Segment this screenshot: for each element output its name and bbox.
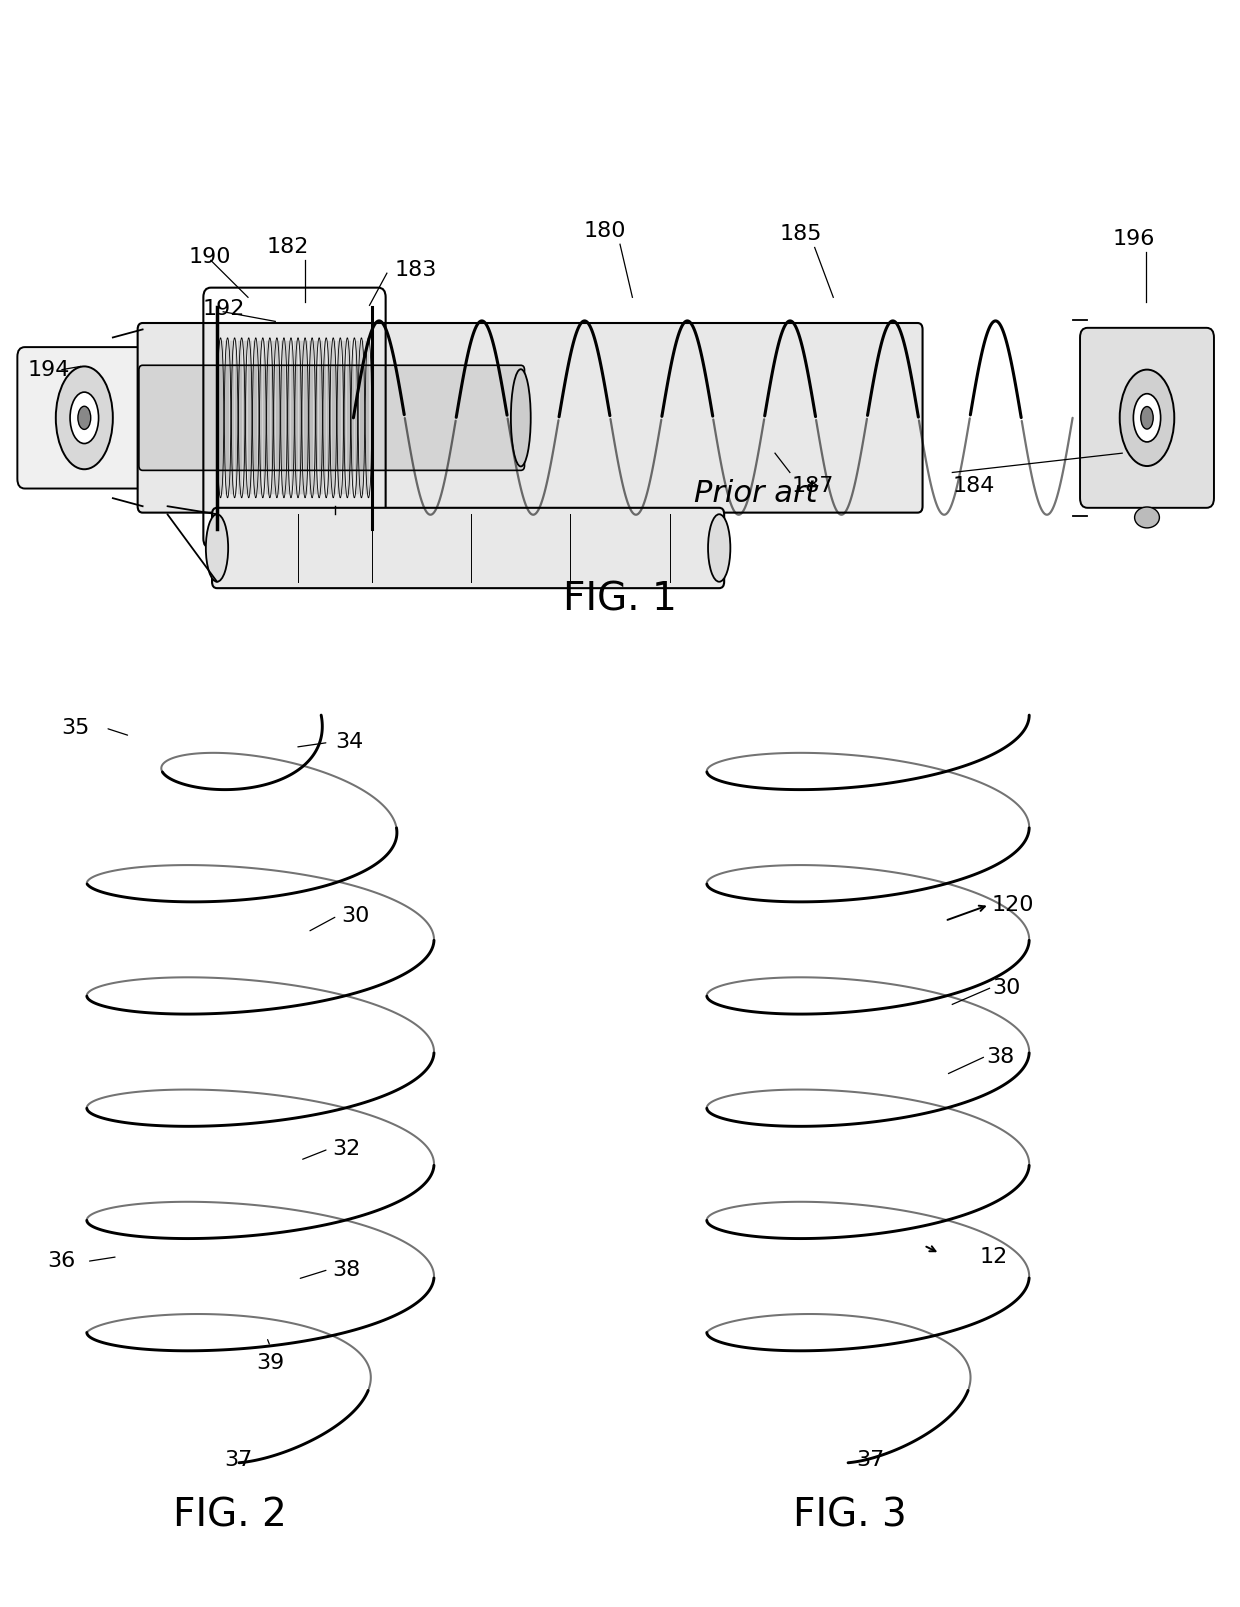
Text: 39: 39 <box>257 1353 284 1372</box>
Text: Prior art: Prior art <box>694 479 818 508</box>
Text: 37: 37 <box>857 1450 884 1469</box>
Text: 194: 194 <box>27 360 69 379</box>
FancyBboxPatch shape <box>17 347 151 489</box>
Ellipse shape <box>69 392 99 444</box>
Text: 30: 30 <box>341 906 370 926</box>
FancyBboxPatch shape <box>212 508 724 588</box>
Text: 185: 185 <box>780 225 822 244</box>
Text: 192: 192 <box>202 299 244 318</box>
Ellipse shape <box>1133 394 1161 442</box>
FancyBboxPatch shape <box>139 365 525 471</box>
Text: FIG. 2: FIG. 2 <box>172 1496 286 1535</box>
Text: 30: 30 <box>992 979 1021 998</box>
Ellipse shape <box>206 514 228 582</box>
FancyBboxPatch shape <box>1080 328 1214 508</box>
Text: 184: 184 <box>952 476 994 495</box>
Text: 187: 187 <box>791 476 833 495</box>
Text: 196: 196 <box>1112 230 1154 249</box>
Text: 180: 180 <box>584 222 626 241</box>
Text: 182: 182 <box>267 238 309 257</box>
Text: 32: 32 <box>332 1139 361 1159</box>
Ellipse shape <box>1141 407 1153 429</box>
Text: 183: 183 <box>394 260 436 280</box>
FancyBboxPatch shape <box>138 323 923 513</box>
Text: 37: 37 <box>224 1450 252 1469</box>
Text: 34: 34 <box>335 733 363 752</box>
Text: 38: 38 <box>986 1048 1014 1067</box>
Ellipse shape <box>1135 508 1159 529</box>
Text: 38: 38 <box>332 1260 361 1279</box>
Text: 190: 190 <box>188 247 231 267</box>
Text: 120: 120 <box>992 895 1034 914</box>
Text: 35: 35 <box>61 718 89 738</box>
Ellipse shape <box>78 407 91 429</box>
Ellipse shape <box>1120 370 1174 466</box>
Text: 36: 36 <box>47 1252 76 1271</box>
Ellipse shape <box>511 370 531 466</box>
Text: FIG. 3: FIG. 3 <box>792 1496 906 1535</box>
Ellipse shape <box>56 366 113 469</box>
Text: 12: 12 <box>980 1247 1008 1266</box>
Ellipse shape <box>708 514 730 582</box>
Text: FIG. 1: FIG. 1 <box>563 580 677 619</box>
